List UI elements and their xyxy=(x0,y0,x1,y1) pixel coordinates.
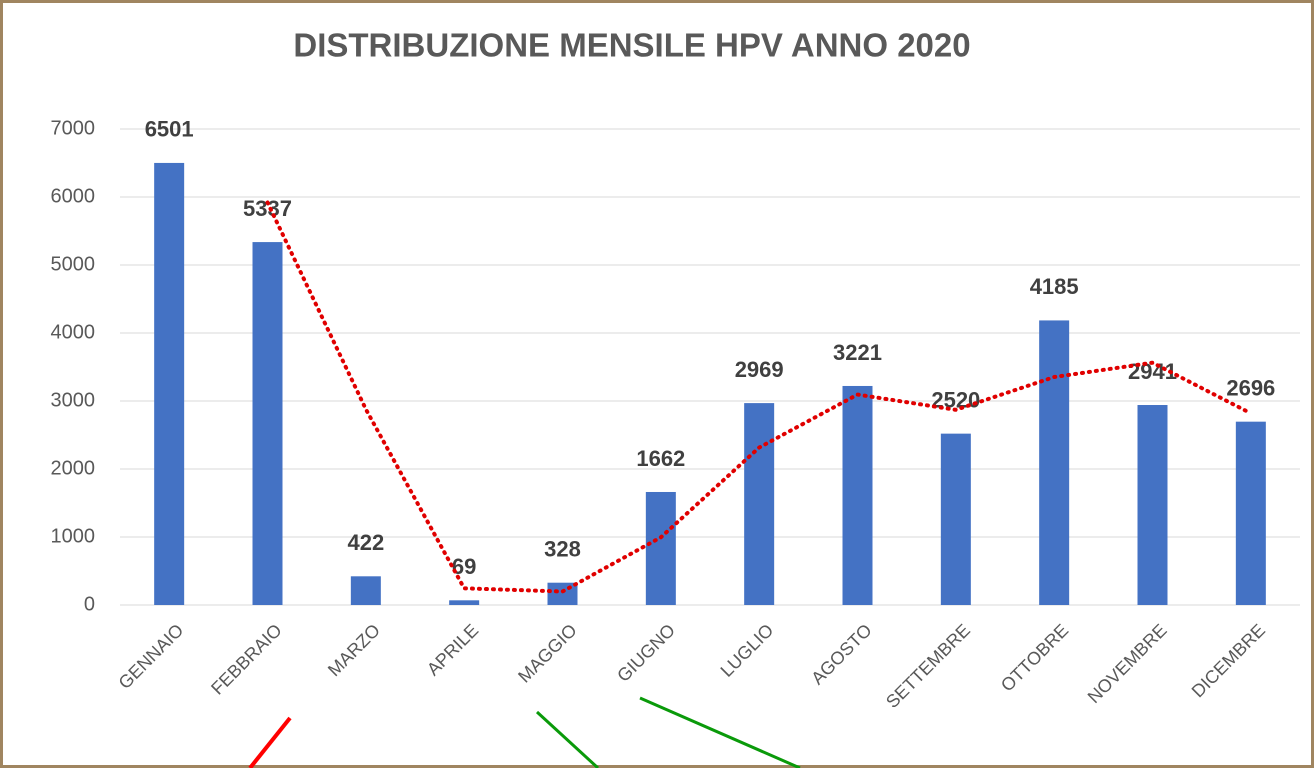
y-tick-label: 2000 xyxy=(51,457,96,479)
bar xyxy=(842,385,873,605)
data-label: 5337 xyxy=(243,196,292,221)
data-label: 1662 xyxy=(636,446,685,471)
y-tick-label: 3000 xyxy=(51,389,96,411)
annotation-line xyxy=(639,696,801,768)
bar xyxy=(1235,421,1266,605)
data-label: 69 xyxy=(452,554,476,579)
bar xyxy=(1039,320,1070,605)
y-tick-label: 0 xyxy=(84,593,95,615)
data-label: 422 xyxy=(347,530,384,555)
bar xyxy=(154,162,185,605)
trend-line xyxy=(265,200,1253,594)
y-tick-label: 4000 xyxy=(51,321,96,343)
bar xyxy=(252,242,283,606)
annotation-line xyxy=(535,710,600,768)
data-label: 6501 xyxy=(145,117,194,142)
y-tick-label: 1000 xyxy=(51,525,96,547)
data-label: 2696 xyxy=(1226,375,1275,400)
bar xyxy=(449,600,480,605)
y-tick-label: 7000 xyxy=(51,117,96,139)
bar xyxy=(547,582,578,605)
data-label: 328 xyxy=(544,537,581,562)
chart-title: DISTRIBUZIONE MENSILE HPV ANNO 2020 xyxy=(293,27,970,64)
data-label: 2969 xyxy=(735,357,784,382)
bar xyxy=(940,433,971,605)
bar xyxy=(744,403,775,605)
bar xyxy=(350,576,381,605)
y-tick-label: 6000 xyxy=(51,185,96,207)
y-tick-label: 5000 xyxy=(51,253,96,275)
data-label: 3221 xyxy=(833,340,882,365)
annotation-line xyxy=(248,716,292,768)
bar xyxy=(645,491,676,605)
bar xyxy=(1137,405,1168,605)
data-label: 4185 xyxy=(1030,274,1079,299)
